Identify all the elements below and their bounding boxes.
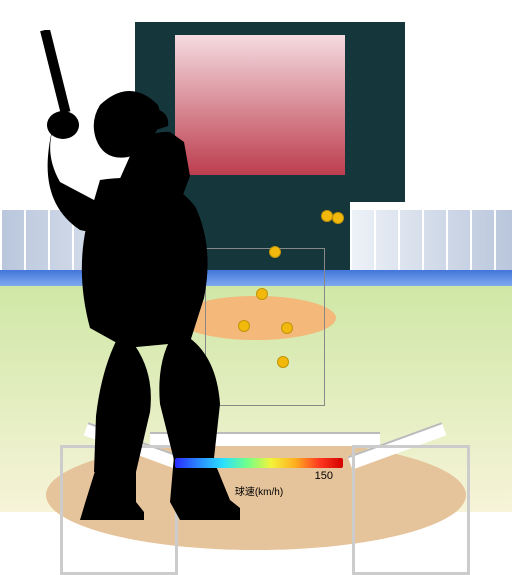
batter-silhouette: [30, 30, 290, 520]
speed-legend-label: 球速(km/h): [175, 483, 343, 498]
speed-legend-bar: [175, 458, 343, 468]
speed-legend-tick: 150: [315, 470, 333, 482]
speed-legend-tick: 100: [185, 470, 203, 482]
stands-right: [350, 210, 512, 270]
pitch-marker-1: [332, 212, 344, 224]
batters-box-right: [352, 445, 470, 575]
speed-legend-ticks: 100 150: [175, 470, 343, 482]
pitch-location-chart: 100 150球速(km/h): [0, 0, 512, 512]
speed-legend: 100 150球速(km/h): [175, 458, 343, 498]
